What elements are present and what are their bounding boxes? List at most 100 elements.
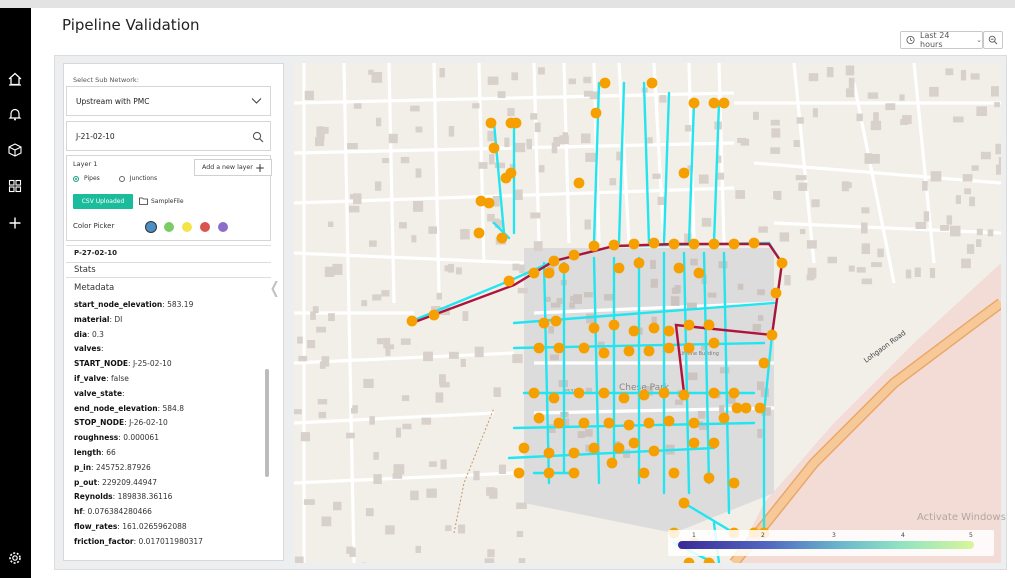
junction-node: [703, 472, 715, 484]
legend-tick: 5: [969, 532, 973, 539]
pipe: [762, 333, 774, 415]
activate-windows-watermark: Activate Windows: [917, 512, 1006, 523]
metadata-row: end_node_elevation: 584.8: [74, 403, 184, 413]
building: [321, 356, 330, 367]
csv-uploaded-button[interactable]: CSV Uploaded: [73, 194, 133, 209]
building: [699, 423, 709, 430]
street: [717, 63, 726, 244]
color-swatch-green[interactable]: [164, 222, 174, 232]
search-input[interactable]: J-21-02-10: [66, 121, 271, 151]
cube-icon[interactable]: [6, 141, 24, 159]
metadata-key: Reynolds: [74, 492, 113, 502]
building: [848, 77, 855, 89]
settings-icon[interactable]: [6, 549, 24, 567]
zoom-button[interactable]: [983, 31, 1003, 49]
junction-node: [578, 417, 590, 429]
grid-icon[interactable]: [6, 177, 24, 195]
junction-node: [578, 342, 590, 354]
file-link[interactable]: SampleFile: [139, 197, 184, 205]
building: [812, 108, 818, 118]
color-legend: 1 2 3 4 5: [668, 530, 994, 556]
building: [647, 137, 653, 144]
collapse-panel-chevron-icon[interactable]: ❬: [268, 278, 282, 297]
metadata-value: 0.076384280466: [87, 507, 152, 517]
junction-node: [688, 417, 700, 429]
building: [449, 351, 459, 359]
junction-node: [728, 238, 740, 250]
building: [577, 431, 585, 438]
building: [518, 558, 526, 563]
building: [684, 125, 692, 132]
building: [316, 126, 324, 138]
radio-junctions[interactable]: [118, 175, 125, 182]
selected-pipe-route[interactable]: [411, 242, 784, 394]
building: [687, 165, 693, 172]
building: [980, 151, 991, 160]
building: [458, 524, 466, 534]
search-icon[interactable]: [252, 131, 264, 143]
building: [498, 464, 506, 474]
building: [998, 157, 1001, 166]
street: [792, 63, 816, 264]
color-swatch-purple[interactable]: [218, 222, 228, 232]
building: [487, 549, 495, 558]
radio-pipes[interactable]: [73, 175, 79, 182]
building: [650, 259, 656, 269]
building: [562, 132, 568, 138]
radio-pipes-label: Pipes: [84, 175, 100, 182]
street: [294, 471, 515, 485]
pipe: [410, 279, 511, 323]
map-canvas[interactable]: Lohgaon Road Chese Park 25375 Lifeline B…: [294, 63, 1001, 563]
building: [294, 556, 304, 563]
sub-network-select[interactable]: Upstream with PMC: [66, 86, 271, 116]
stats-tab[interactable]: Stats: [66, 262, 271, 278]
junction-node: [528, 267, 540, 279]
metadata-key: friction_factor: [74, 536, 134, 546]
building: [716, 155, 722, 163]
legend-tick: 3: [832, 532, 836, 539]
junction-node: [548, 392, 560, 404]
selected-pipe-id: P-27-02-10: [66, 245, 271, 259]
metadata-value: 584.8: [162, 403, 184, 413]
building: [304, 90, 314, 100]
metadata-key: end_node_elevation: [74, 403, 158, 413]
junction-node: [668, 467, 680, 479]
add-layer-label: Add a new layer: [202, 164, 253, 171]
panel-scrollbar[interactable]: [265, 369, 269, 477]
building: [960, 69, 967, 81]
junction-node: [606, 457, 618, 469]
building: [753, 111, 759, 120]
building: [864, 153, 873, 164]
plus-icon[interactable]: [6, 214, 24, 232]
junction-nodes[interactable]: [406, 77, 788, 563]
building: [492, 196, 500, 207]
building: [538, 67, 545, 75]
color-swatch-blue[interactable]: [146, 222, 156, 232]
junction-node: [668, 238, 680, 250]
building: [929, 86, 939, 97]
building: [707, 292, 717, 298]
building: [312, 306, 319, 314]
color-swatch-yellow[interactable]: [182, 222, 192, 232]
home-icon[interactable]: [6, 70, 24, 88]
building: [735, 190, 745, 199]
metadata-value: 189838.36116: [117, 492, 173, 502]
metadata-value: 66: [106, 447, 116, 457]
building: [548, 326, 554, 334]
pipe: [712, 101, 721, 245]
color-swatch-red[interactable]: [200, 222, 210, 232]
add-layer-button[interactable]: Add a new layer +: [194, 159, 272, 176]
building: [962, 174, 973, 182]
junction-node: [513, 467, 525, 479]
network-map[interactable]: Lohgaon Road Chese Park 25375 Lifeline B…: [294, 63, 1001, 563]
bell-icon[interactable]: [6, 105, 24, 123]
building: [517, 287, 528, 294]
building: [347, 143, 358, 150]
time-range-select[interactable]: Last 24 hours ⌄: [900, 31, 983, 49]
junction-node: [683, 557, 695, 563]
building: [604, 294, 614, 301]
building: [719, 405, 725, 414]
building: [623, 449, 630, 458]
junction-node: [628, 437, 640, 449]
junction-node: [598, 387, 610, 399]
